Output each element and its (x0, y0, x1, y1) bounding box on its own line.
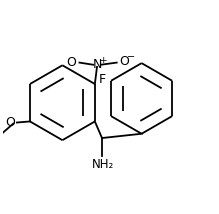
Text: F: F (99, 73, 106, 86)
Text: +: + (99, 56, 107, 65)
Text: N: N (92, 58, 102, 71)
Text: O: O (119, 55, 129, 68)
Text: −: − (127, 52, 135, 62)
Text: NH₂: NH₂ (92, 158, 114, 171)
Text: O: O (5, 116, 15, 129)
Text: O: O (66, 56, 76, 69)
